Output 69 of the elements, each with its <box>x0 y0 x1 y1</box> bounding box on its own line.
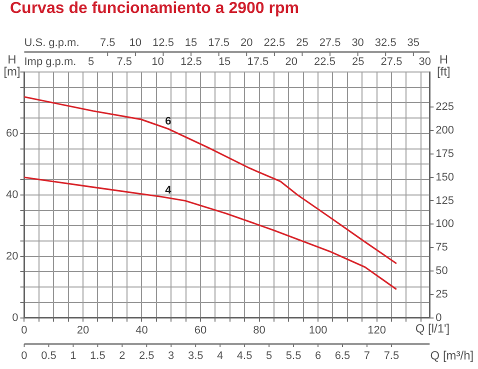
y2-tick-label: 100 <box>436 218 454 230</box>
text: 2 <box>119 350 126 362</box>
annotation: 4 <box>165 184 172 197</box>
text: 17.5 <box>247 56 269 68</box>
x2-tick-label: 17.5 <box>208 37 230 50</box>
x-axis-title: Q [l/1'] <box>415 322 450 336</box>
text: 1.5 <box>90 350 106 362</box>
x-tick-label: 60 <box>194 324 207 336</box>
text: 25 <box>352 56 364 68</box>
x-tick-label: 40 <box>136 324 148 336</box>
y-tick-label: 20 <box>6 250 18 262</box>
y2-tick-label: 225 <box>436 101 454 114</box>
y2-tick-label: 25 <box>436 288 448 300</box>
x2-tick-label: 20 <box>240 37 253 50</box>
text: 27.5 <box>380 56 402 68</box>
text: Imp g.p.m. <box>24 56 76 68</box>
text: 4 <box>217 350 224 362</box>
y-tick-label: 60 <box>6 127 18 140</box>
text: 5 <box>88 56 94 68</box>
y2-tick-label: 0 <box>436 312 442 324</box>
x2-tick-label: 25 <box>296 37 308 50</box>
x-tick-label: 120 <box>368 324 386 336</box>
text: 5.5 <box>286 350 302 362</box>
x2-tick-label: 32.5 <box>374 37 396 50</box>
text: 4.5 <box>236 350 252 362</box>
x-tick-label: 80 <box>253 324 266 336</box>
y2-tick-label: 75 <box>436 242 448 254</box>
y-tick-label: 40 <box>6 188 18 201</box>
x-tick-label: 100 <box>308 324 328 336</box>
text: 10 <box>152 56 164 68</box>
text: 20 <box>285 56 298 68</box>
chart-title: Curvas de funcionamiento a 2900 rpm <box>9 0 300 19</box>
text: 6.5 <box>334 350 350 362</box>
x2-axis-title: U.S. g.p.m. <box>24 37 80 50</box>
text: 1 <box>70 350 76 362</box>
y2-tick-label: 200 <box>436 124 454 137</box>
y2-tick-label: 50 <box>436 265 448 278</box>
text: 0.5 <box>41 350 56 362</box>
text: 2.5 <box>138 350 154 362</box>
x-tick-label: 20 <box>76 324 90 336</box>
text: 7.5 <box>116 56 132 68</box>
x2-tick-label: 12.5 <box>152 37 174 50</box>
y2-tick-label: 150 <box>436 171 454 184</box>
text: 7 <box>364 350 370 362</box>
x-tick-label: 0 <box>21 324 28 336</box>
y2-tick-label: 175 <box>436 148 454 160</box>
x2-tick-label: 22.5 <box>264 37 286 50</box>
text: 22.5 <box>314 56 336 68</box>
text: 5 <box>266 350 272 362</box>
annotation: 6 <box>165 115 172 128</box>
x2-tick-label: 7.5 <box>100 37 116 50</box>
text: 15 <box>218 56 231 68</box>
y-tick-label: 0 <box>12 312 18 324</box>
x2-tick-label: 10 <box>129 37 142 50</box>
text: 3 <box>168 350 174 362</box>
y-axis-title: H [m] <box>4 52 20 78</box>
text: 0 <box>21 350 28 362</box>
y2-tick-label: 125 <box>436 194 454 207</box>
x2-tick-label: 27.5 <box>319 37 341 50</box>
y2-axis-title: H [ft] <box>436 52 450 78</box>
x2-tick-label: 30 <box>352 37 364 50</box>
text: 12.5 <box>180 56 202 68</box>
text: 7.5 <box>384 350 400 362</box>
text: Q [m³/h] <box>430 348 474 362</box>
text: 30 <box>418 56 432 68</box>
text: 3.5 <box>188 350 204 362</box>
text: 6 <box>314 350 322 362</box>
x2-tick-label: 35 <box>407 37 420 50</box>
x2-tick-label: 15 <box>184 37 198 50</box>
